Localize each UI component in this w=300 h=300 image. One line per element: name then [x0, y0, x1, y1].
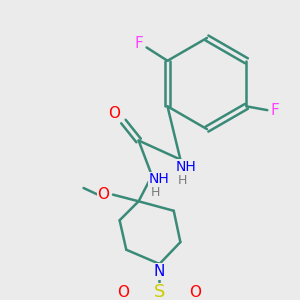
- Text: O: O: [98, 187, 110, 202]
- Text: NH: NH: [176, 160, 196, 174]
- Text: F: F: [135, 36, 143, 51]
- Text: N: N: [154, 264, 165, 279]
- Text: O: O: [117, 285, 129, 300]
- Text: H: H: [151, 186, 160, 199]
- Text: S: S: [154, 284, 165, 300]
- Text: F: F: [271, 103, 279, 118]
- Text: O: O: [190, 285, 202, 300]
- Text: O: O: [108, 106, 120, 122]
- Text: H: H: [178, 174, 187, 187]
- Text: NH: NH: [149, 172, 170, 186]
